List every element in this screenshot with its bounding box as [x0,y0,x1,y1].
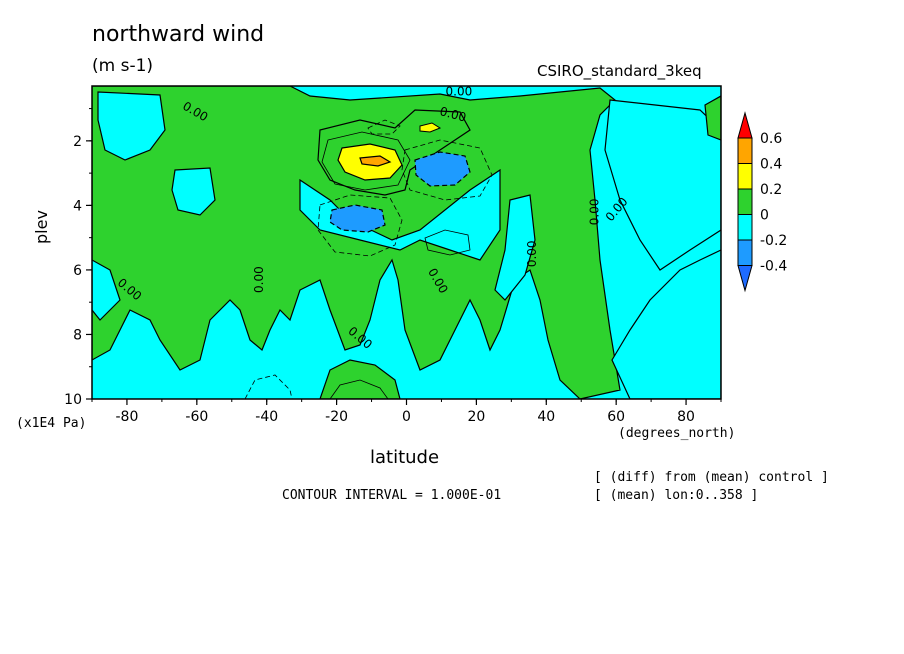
x-axis-label: latitude [370,447,440,468]
colorbar-swatch [737,188,753,215]
x-axis-ticks: -80 -60 -40 -20 0 20 40 60 80 [91,399,722,425]
y-tick-label: 4 [73,198,82,214]
colorbar-swatch [737,214,753,241]
thin-contour-1 [321,131,411,191]
contour-label: 0.00 [446,85,473,99]
small-positive-yellow [419,122,442,133]
note-mean: [ (mean) lon:0..358 ] [594,488,759,503]
contour-label: 0.00 [438,104,467,124]
x-axis-unit: (degrees_north) [618,426,736,441]
x-tick-label: 0 [402,409,411,425]
dataset-label: CSIRO_standard_3keq [537,62,702,80]
colorbar-swatch [737,137,753,164]
chart-title: northward wind [92,22,265,47]
y-axis-ticks: 2 4 6 8 10 [64,108,92,408]
cyan-strip-sh [92,259,121,321]
green-patch-bottom [319,359,401,399]
y-tick-label: 8 [73,327,82,343]
y-axis-unit: (x1E4 Pa) [16,416,87,431]
dashed-contour-2 [401,139,493,201]
cyan-pocket-4 [611,249,721,399]
contour-label: 0.00 [588,198,602,225]
colorbar-label: -0.2 [760,233,787,249]
colorbar-label: 0.6 [760,131,782,147]
thin-contour-2 [424,229,471,256]
x-tick-label: 40 [537,409,555,425]
x-tick-label: 20 [467,409,485,425]
positive-core-orange [359,155,392,167]
contour-label: 0.00 [252,266,266,293]
field-layer [92,86,721,399]
y-tick-label: 10 [64,392,82,408]
colorbar: 0.6 0.4 0.2 0 -0.2 -0.4 [737,111,787,293]
x-tick-label: -20 [325,409,348,425]
colorbar-swatch [737,239,753,266]
dashed-contour-1 [317,194,403,257]
x-tick-label: -40 [255,409,278,425]
x-tick-label: 60 [607,409,625,425]
cyan-pocket-3 [494,194,536,301]
colorbar-label: -0.4 [760,259,787,275]
colorbar-label: 0.2 [760,182,782,198]
dashed-contour-3 [367,119,401,135]
x-tick-label: 80 [677,409,695,425]
negative-core-ne [414,151,471,187]
colorbar-label: 0.4 [760,157,782,173]
negative-core-sh [329,204,386,233]
dashed-contour-4 [244,374,293,399]
colorbar-extend-bottom [737,265,753,293]
cyan-pocket-1 [171,167,216,216]
y-tick-label: 2 [73,134,82,150]
colorbar-swatch [737,163,753,190]
note-diff: [ (diff) from (mean) control ] [594,470,829,485]
colorbar-extend-top [737,111,753,139]
colorbar-label: 0 [760,208,769,224]
thin-contour-3 [329,379,389,399]
y-tick-label: 6 [73,263,82,279]
contour-label: 0.00 [525,240,539,267]
chart-units: (m s-1) [92,56,154,76]
green-patch-ne [704,95,721,141]
x-tick-label: -60 [185,409,208,425]
contour-interval: CONTOUR INTERVAL = 1.000E-01 [282,488,502,503]
cyan-pocket-2 [97,91,166,161]
x-tick-label: -80 [116,409,139,425]
